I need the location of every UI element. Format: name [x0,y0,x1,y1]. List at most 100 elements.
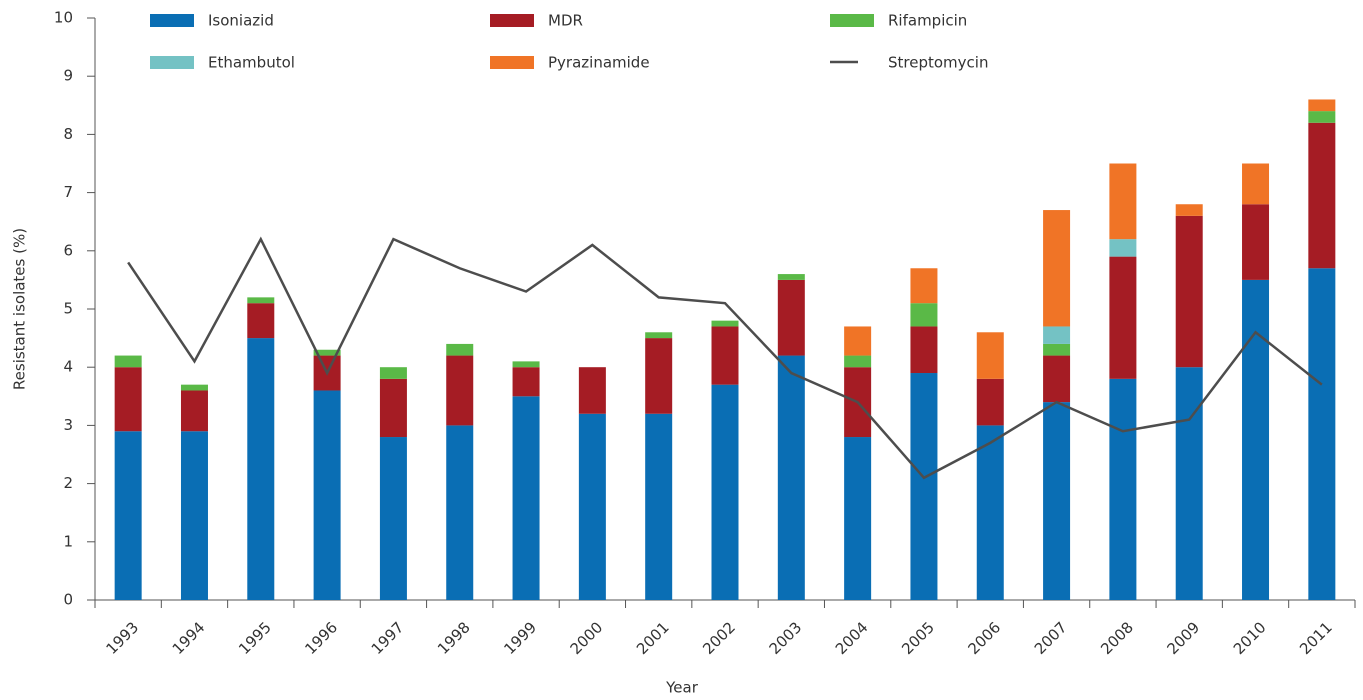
bar-segment [446,343,474,356]
y-axis-title: Resistant isolates (%) [11,228,29,390]
y-tick-label: 1 [63,532,73,550]
bar-segment [844,355,872,368]
x-tick-label: 2007 [1031,618,1071,658]
y-tick-label: 8 [63,125,73,143]
y-tick-label: 10 [54,9,73,27]
bar-segment [711,384,739,600]
y-tick-label: 3 [63,416,73,434]
bar-segment [114,355,142,368]
bar-segment [1109,256,1137,379]
legend-label: MDR [548,12,583,30]
bar-segment [1242,279,1270,600]
bar-segment [1109,163,1137,240]
y-tick-label: 4 [63,358,73,376]
x-tick-label: 2004 [832,618,872,658]
legend-label: Rifampicin [888,12,967,30]
x-tick-label: 2009 [1163,618,1203,658]
bar-segment [512,396,540,600]
bar-segment [247,297,275,304]
bar-segment [1242,163,1270,205]
bar-segment [777,279,805,356]
y-tick-label: 6 [63,241,73,259]
bar-segment [247,303,275,339]
bar-segment [180,390,208,432]
bar-segment [512,367,540,397]
x-tick-label: 2008 [1097,618,1137,658]
bar-segment [578,413,606,600]
bar-segment [910,303,938,327]
bar-segment [1043,402,1071,600]
y-tick-label: 5 [63,300,73,318]
bar-segment [844,326,872,356]
bar-segment [1175,215,1203,368]
bar-segment [1043,326,1071,344]
bar-segment [777,355,805,600]
bar-segment [645,413,673,600]
x-tick-label: 2002 [699,618,739,658]
bar-segment [114,367,142,432]
bar-segment [976,425,1004,600]
legend-label: Isoniazid [208,12,274,30]
bar-segment [976,332,1004,379]
bar-segment [844,437,872,600]
bar-segment [645,332,673,339]
bar-segment [379,437,407,600]
bar-segment [645,338,673,414]
bar-segment [1043,355,1071,403]
legend-swatch [490,56,534,69]
bar-segment [1109,378,1137,600]
x-tick-label: 2000 [567,618,607,658]
bar-segment [1175,204,1203,216]
legend-label: Ethambutol [208,54,295,72]
bar-segment [512,361,540,368]
bar-segment [446,425,474,600]
bar-segment [711,320,739,327]
bar-segment [247,338,275,600]
bar-segment [1242,204,1270,280]
y-tick-label: 0 [63,591,73,609]
bar-segment [1043,210,1071,327]
legend-label: Streptomycin [888,54,988,72]
line [127,236,1323,480]
legend-label: Pyrazinamide [548,54,650,72]
legend-swatch [150,56,194,69]
bar-segment [1109,239,1137,257]
bar-segment [379,367,407,379]
bar-segment [578,367,606,414]
x-tick-label: 1999 [500,618,540,658]
bar-segment [180,384,208,391]
y-tick-label: 2 [63,474,73,492]
bar-segment [910,373,938,600]
bar-segment [313,349,341,356]
x-tick-label: 2011 [1296,618,1336,658]
legend-swatch [490,14,534,27]
x-tick-label: 1994 [169,618,209,658]
legend-swatch [150,14,194,27]
bar-segment [976,378,1004,426]
x-tick-label: 1996 [301,618,341,658]
y-tick-label: 9 [63,67,73,85]
bar-segment [1308,268,1336,600]
bar-segment [446,355,474,426]
x-tick-label: 2003 [766,618,806,658]
bar-segment [711,326,739,385]
x-tick-label: 1997 [368,618,408,658]
x-axis-title: Year [665,679,699,697]
bar-segment [1043,343,1071,356]
bar-segment [313,390,341,600]
x-tick-label: 2005 [898,618,938,658]
y-tick-label: 7 [63,183,73,201]
bar-segment [777,274,805,280]
x-tick-label: 1993 [102,618,142,658]
bar-segment [379,378,407,438]
x-tick-label: 1998 [434,618,474,658]
bar-segment [910,326,938,374]
bar-segment [910,268,938,304]
legend-swatch [830,14,874,27]
bar-segment [1175,367,1203,600]
bar-segment [114,431,142,600]
x-tick-label: 2006 [965,618,1005,658]
bar-segment [1308,122,1336,269]
bar-segment [1308,111,1336,123]
